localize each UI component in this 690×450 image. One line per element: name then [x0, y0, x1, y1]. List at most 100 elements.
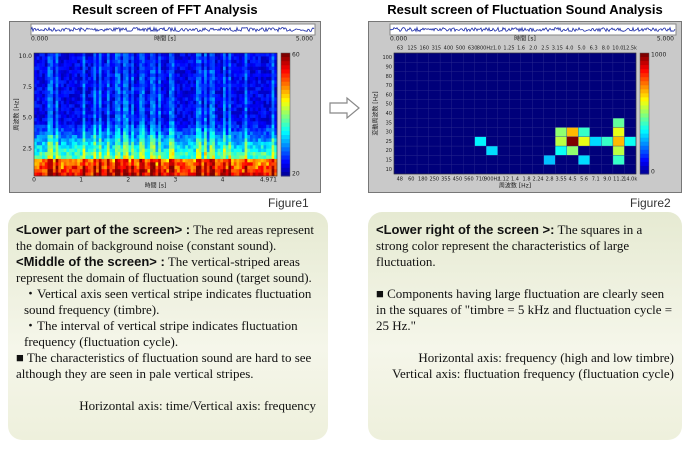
spectrogram-cell — [241, 56, 245, 61]
spectrogram-cell — [136, 152, 140, 156]
spectrogram-cell — [204, 117, 208, 122]
heatmap-cell — [462, 62, 475, 72]
spectrogram-cell — [209, 76, 213, 81]
spectrogram-cell — [125, 145, 129, 149]
spectrogram-cell — [228, 73, 232, 78]
heatmap-cell — [555, 99, 568, 109]
spectrogram-cell — [63, 59, 67, 64]
spectrogram-cell — [144, 138, 148, 143]
spectrogram-cell — [274, 83, 278, 88]
spectrogram-cell — [101, 100, 105, 105]
spectrogram-cell — [182, 117, 186, 122]
spectrogram-cell — [55, 90, 59, 95]
colorbar-cell — [281, 81, 290, 87]
spectrogram-cell — [142, 83, 145, 88]
spectrogram-cell — [201, 80, 205, 85]
spectrogram-cell — [206, 138, 210, 143]
spectrogram-cell — [179, 145, 183, 149]
heatmap-cell — [405, 145, 418, 156]
heatmap-cell — [532, 90, 544, 100]
bottom-tick-label: 1.12 — [498, 177, 509, 183]
spectrogram-cell — [96, 97, 100, 102]
spectrogram-cell — [177, 59, 181, 64]
spectrogram-cell — [36, 165, 40, 170]
spectrogram-cell — [152, 94, 156, 98]
spectrogram-cell — [220, 131, 224, 136]
spectrogram-cell — [250, 56, 253, 61]
spectrogram-cell — [79, 70, 83, 74]
spectrogram-cell — [69, 169, 73, 173]
heatmap-cell — [462, 127, 475, 137]
spectrogram-cell — [233, 148, 237, 153]
spectrogram-cell — [144, 87, 148, 91]
heatmap-cell — [416, 108, 429, 119]
spectrogram-cell — [93, 66, 97, 71]
spectrogram-cell — [55, 59, 59, 64]
spectrogram-cell — [117, 107, 121, 112]
spectrogram-cell — [42, 97, 46, 102]
spectrogram-cell — [82, 165, 86, 170]
spectrogram-cell — [225, 53, 229, 57]
spectrogram-cell — [187, 90, 191, 95]
spectrogram-cell — [263, 155, 267, 160]
spectrogram-cell — [177, 172, 181, 177]
heatmap-cell — [543, 127, 556, 137]
spectrogram-cell — [71, 155, 75, 160]
spectrogram-cell — [42, 80, 46, 85]
spectrogram-cell — [255, 165, 259, 170]
spectrogram-cell — [98, 135, 102, 139]
spectrogram-cell — [34, 155, 37, 160]
heatmap-cell — [439, 80, 452, 91]
heatmap-cell — [451, 145, 464, 156]
spectrogram-cell — [39, 128, 43, 132]
spectrogram-cell — [274, 100, 278, 105]
spectrogram-cell — [166, 73, 170, 78]
spectrogram-cell — [258, 70, 262, 74]
spectrogram-cell — [174, 100, 178, 105]
spectrogram-cell — [158, 152, 162, 156]
spectrogram-cell — [260, 59, 264, 64]
spectrogram-cell — [274, 94, 278, 98]
spectrogram-cell — [239, 148, 243, 153]
spectrogram-cell — [58, 141, 62, 146]
spectrogram-cell — [214, 94, 218, 98]
spectrogram-cell — [136, 63, 140, 67]
heatmap-cell — [555, 80, 568, 91]
spectrogram-cell — [74, 117, 78, 122]
spectrogram-cell — [123, 104, 127, 108]
spectrogram-cell — [139, 117, 143, 122]
spectrogram-cell — [150, 114, 154, 119]
spectrogram-cell — [198, 70, 202, 74]
spectrogram-cell — [128, 107, 132, 112]
spectrogram-cell — [201, 59, 205, 64]
heatmap-cell — [393, 127, 406, 137]
spectrogram-cell — [133, 107, 137, 112]
heatmap-cell — [405, 80, 418, 91]
heatmap-cell — [566, 155, 579, 165]
colorbar-cell — [281, 139, 290, 144]
spectrogram-cell — [77, 56, 81, 61]
spectrogram-cell — [125, 111, 129, 115]
spectrogram-cell — [250, 83, 253, 88]
spectrogram-cell — [250, 114, 253, 119]
spectrogram-cell — [252, 53, 256, 57]
spectrogram-cell — [212, 97, 216, 102]
spectrogram-cell — [34, 165, 37, 170]
x-label: 周波数 [Hz] — [499, 182, 531, 190]
spectrogram-cell — [66, 131, 70, 136]
spectrogram-cell — [152, 59, 156, 64]
spectrogram-cell — [196, 63, 199, 67]
spectrogram-cell — [101, 155, 105, 160]
spectrogram-cell — [209, 145, 213, 149]
spectrogram-cell — [34, 66, 37, 71]
spectrogram-cell — [201, 158, 205, 163]
spectrogram-cell — [131, 114, 135, 119]
spectrogram-cell — [231, 135, 235, 139]
spectrogram-cell — [106, 117, 110, 122]
spectrogram-cell — [55, 83, 59, 88]
spectrogram-cell — [152, 165, 156, 170]
spectrogram-cell — [44, 111, 48, 115]
spectrogram-cell — [223, 138, 226, 143]
spectrogram-cell — [96, 124, 100, 129]
spectrogram-cell — [58, 114, 62, 119]
